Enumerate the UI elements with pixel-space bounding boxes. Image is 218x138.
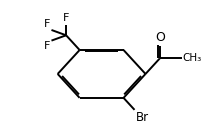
Text: F: F — [43, 41, 50, 51]
Text: CH₃: CH₃ — [183, 53, 202, 63]
Text: F: F — [63, 13, 69, 23]
Text: O: O — [155, 31, 165, 44]
Text: F: F — [43, 19, 50, 29]
Text: Br: Br — [135, 111, 148, 124]
